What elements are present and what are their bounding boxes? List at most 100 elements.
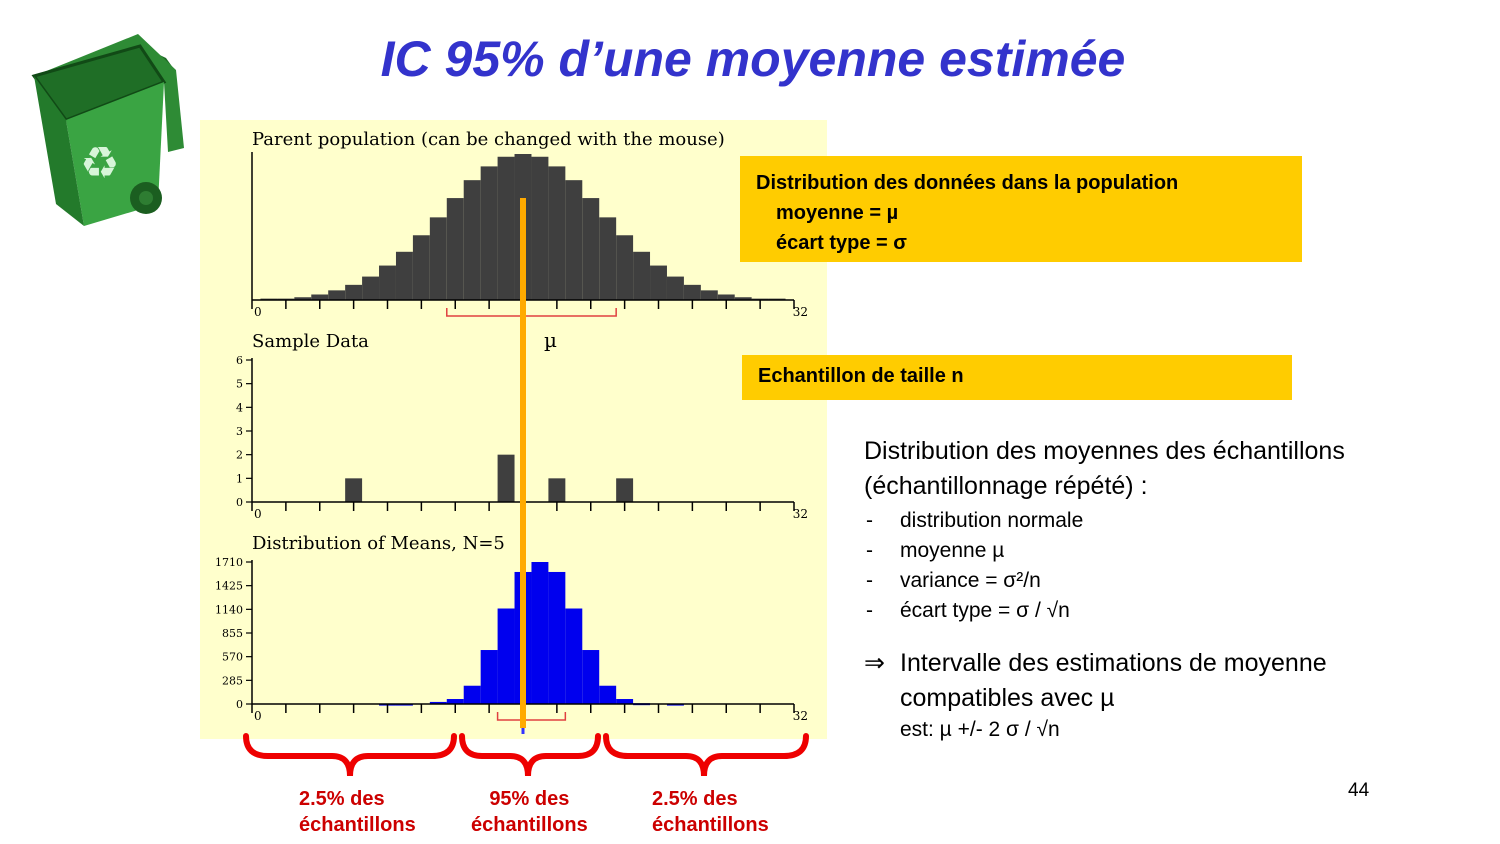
- means-y-tick-label: 0: [236, 698, 243, 711]
- list-item: distribution normale: [864, 506, 1464, 536]
- sample-y-tick-label: 4: [236, 401, 243, 414]
- list-item: écart type = σ / √n: [864, 596, 1464, 626]
- explanation-line-1: Distribution des moyennes des échantillo…: [864, 437, 1345, 465]
- means-y-tick-label: 1710: [215, 556, 243, 569]
- population-bar: [345, 284, 363, 300]
- sample-y-tick-label: 1: [236, 472, 243, 485]
- means-x-tick-label: 32: [793, 709, 808, 723]
- means-y-tick-label: 1425: [215, 580, 243, 593]
- left-tail-brace: [243, 733, 457, 777]
- population-bar: [548, 166, 566, 300]
- left-tail-label-line-2: échantillons: [299, 814, 416, 836]
- sample-bar: [548, 478, 566, 502]
- population-bar: [599, 217, 617, 300]
- sample-y-tick-label: 6: [236, 354, 243, 367]
- population-bar: [412, 235, 430, 300]
- population-bar: [666, 276, 684, 300]
- conclusion-line-2: compatibles avec µ: [900, 684, 1115, 712]
- recycle-bin-icon: ♻: [31, 34, 184, 226]
- population-bar: [582, 198, 600, 300]
- population-callout-mean: moyenne = µ: [776, 202, 899, 224]
- center-label: 95% des échantillons: [471, 786, 588, 838]
- left-tail-label-line-1: 2.5% des: [299, 788, 385, 810]
- population-bar: [650, 265, 667, 300]
- population-bar: [565, 180, 583, 300]
- sample-x-tick-label: 0: [254, 507, 262, 521]
- sample-bar: [497, 454, 515, 502]
- population-x-tick-label: 0: [254, 305, 262, 319]
- population-bar: [429, 217, 447, 300]
- page-title: IC 95% d’une moyenne estimée: [380, 31, 1126, 87]
- means-bar: [565, 608, 583, 704]
- population-bar: [480, 166, 498, 300]
- simulation-panel: Parent population (can be changed with t…: [200, 120, 827, 739]
- right-tail-label-line-1: 2.5% des: [652, 788, 738, 810]
- list-item: moyenne µ: [864, 536, 1464, 566]
- means-bar: [446, 699, 464, 704]
- population-bar: [311, 294, 329, 300]
- means-y-tick-label: 570: [222, 651, 243, 664]
- population-bar: [328, 290, 346, 300]
- chart-title-parent: Parent population (can be changed with t…: [252, 129, 725, 150]
- population-bar: [446, 198, 464, 300]
- sample-x-tick-label: 32: [793, 507, 808, 521]
- sample-y-tick-label: 3: [236, 425, 243, 438]
- mu-label: µ: [544, 328, 557, 352]
- population-bar: [463, 180, 481, 300]
- curly-braces: [243, 733, 809, 777]
- left-tail-label: 2.5% des échantillons: [299, 786, 416, 838]
- svg-text:♻: ♻: [80, 138, 119, 189]
- implies-icon: ⇒: [864, 649, 885, 677]
- population-bar: [395, 251, 413, 300]
- sample-y-tick-label: 5: [236, 378, 243, 391]
- means-bar: [548, 571, 566, 704]
- explanation-block: Distribution des moyennes des échantillo…: [864, 434, 1464, 744]
- sample-bar: [616, 478, 634, 502]
- means-bar: [497, 608, 515, 704]
- center-brace: [459, 733, 601, 777]
- population-callout-heading: Distribution des données dans la populat…: [756, 172, 1179, 194]
- center-label-line-1: 95% des: [489, 788, 570, 810]
- population-interval-bracket: [446, 308, 617, 317]
- population-bar: [734, 297, 752, 300]
- means-y-tick-label: 285: [222, 674, 243, 687]
- means-y-tick-label: 1140: [215, 603, 243, 616]
- chart-title-sample: Sample Data: [252, 331, 369, 352]
- means-bar: [429, 701, 447, 704]
- conclusion-block: ⇒ Intervalle des estimations de moyenne c…: [864, 646, 1464, 744]
- means-bar: [616, 699, 634, 704]
- right-tail-label-line-2: échantillons: [652, 814, 769, 836]
- population-bar: [531, 156, 549, 300]
- right-tail-brace: [603, 733, 809, 777]
- conclusion-line-1: Intervalle des estimations de moyenne: [900, 649, 1327, 677]
- means-bar: [531, 562, 549, 704]
- population-bar: [379, 265, 396, 300]
- population-bar: [633, 251, 651, 300]
- population-bar: [294, 297, 312, 300]
- population-bar: [616, 235, 634, 300]
- conclusion-line-3: est: µ +/- 2 σ / √n: [900, 718, 1060, 741]
- sample-y-tick-label: 2: [236, 449, 243, 462]
- means-y-tick-label: 855: [222, 627, 243, 640]
- means-bar: [463, 685, 481, 704]
- properties-list: distribution normale moyenne µ variance …: [864, 506, 1464, 626]
- sample-bar: [345, 478, 363, 502]
- means-bar: [480, 650, 498, 704]
- population-callout-sd: écart type = σ: [776, 232, 907, 254]
- means-interval-bracket: [496, 712, 567, 721]
- sampling-simulation-charts: Parent population (can be changed with t…: [215, 129, 808, 734]
- list-item: variance = σ²/n: [864, 566, 1464, 596]
- chart-title-means: Distribution of Means, N=5: [252, 533, 505, 554]
- population-x-tick-label: 32: [793, 305, 808, 319]
- right-tail-label: 2.5% des échantillons: [652, 786, 769, 838]
- page-number: 44: [1348, 780, 1370, 801]
- center-label-line-2: échantillons: [471, 814, 588, 836]
- sample-y-tick-label: 0: [236, 496, 243, 509]
- population-bar: [683, 284, 701, 300]
- means-x-tick-label: 0: [254, 709, 262, 723]
- population-callout: Distribution des données dans la populat…: [740, 156, 1302, 262]
- population-bar: [362, 276, 380, 300]
- population-bar: [700, 290, 718, 300]
- means-bar: [582, 650, 600, 704]
- means-center-marker: [521, 724, 525, 734]
